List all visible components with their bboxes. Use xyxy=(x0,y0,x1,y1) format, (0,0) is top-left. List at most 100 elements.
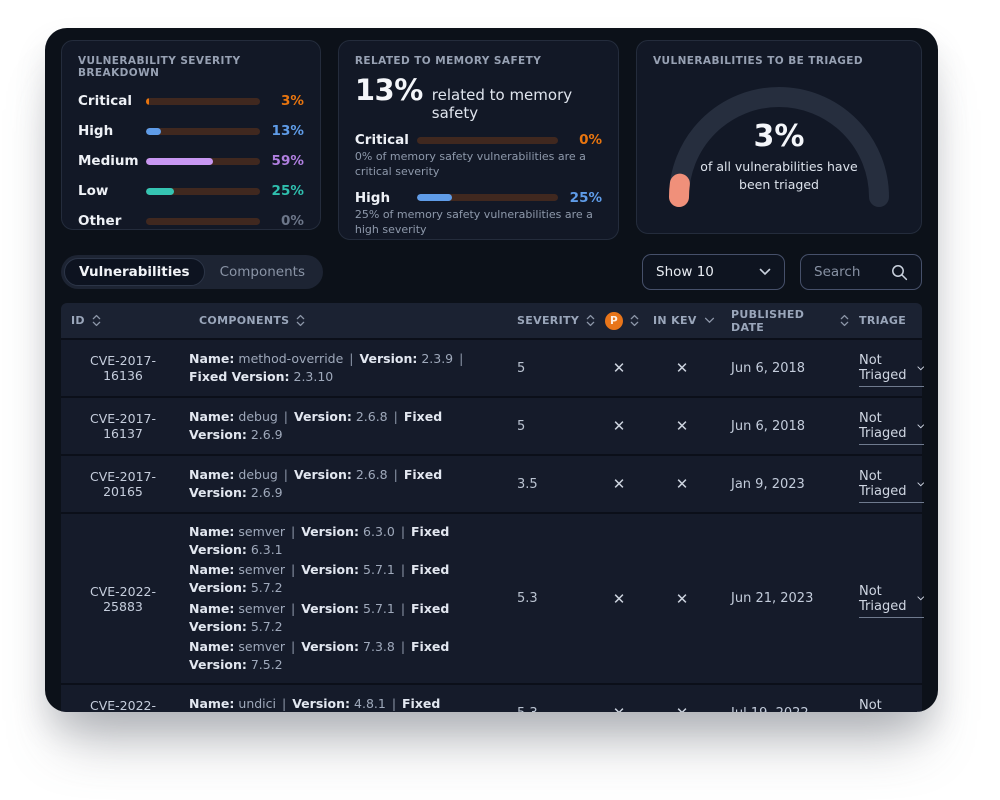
components-cell: Name: undici | Version: 4.8.1 | Fixed Ve… xyxy=(189,695,441,711)
bar-track xyxy=(416,194,558,202)
chevron-down-icon xyxy=(917,423,924,428)
cve-id: CVE-2022-31150 xyxy=(89,698,156,712)
bar-value: 0% xyxy=(579,132,602,148)
card-title: VULNERABILITIES TO BE TRIAGED xyxy=(653,55,864,67)
p-flag-icon: ✕ xyxy=(612,359,626,377)
header-components[interactable]: COMPONENTS xyxy=(189,313,507,328)
chevron-down-icon xyxy=(917,710,924,712)
chevron-down-icon xyxy=(917,596,924,601)
bar-label: Other xyxy=(78,213,122,229)
kev-flag-icon: ✕ xyxy=(675,589,689,608)
triage-select[interactable]: Not Triaged xyxy=(859,698,924,712)
header-in-kev[interactable]: IN KEV xyxy=(643,314,721,327)
components-cell: Name: debug | Version: 2.6.8 | Fixed Ver… xyxy=(189,466,443,500)
bar-description: 0% of memory safety vulnerabilities are … xyxy=(354,150,586,178)
sort-icon xyxy=(92,314,101,327)
components-cell: Name: method-override | Version: 2.3.9 |… xyxy=(189,350,464,384)
triage-select[interactable]: Not Triaged xyxy=(859,353,925,387)
p-flag-icon: ✕ xyxy=(612,417,626,435)
memory-safety-headline: 13% related to memory safety xyxy=(355,73,602,122)
card-title: RELATED TO MEMORY SAFETY xyxy=(354,55,542,67)
p-flag-icon: ✕ xyxy=(612,475,626,493)
triage-gauge: 3% of all vulnerabilities have been tria… xyxy=(653,71,905,209)
cve-id: CVE-2022-25883 xyxy=(89,583,156,614)
tab-vulnerabilities[interactable]: Vulnerabilities xyxy=(64,258,205,286)
bar-track xyxy=(146,157,260,165)
bar-track xyxy=(146,187,260,195)
bar-fill xyxy=(146,97,150,105)
chevron-down-icon xyxy=(917,481,924,486)
chevron-down-icon xyxy=(704,317,714,324)
severity-bar-row: Other 0% xyxy=(78,213,304,229)
cve-id: CVE-2017-20165 xyxy=(89,469,156,499)
triage-select[interactable]: Not Triaged xyxy=(859,469,925,503)
headline-value: 13% xyxy=(354,73,423,107)
severity-value: 5.3 xyxy=(517,591,538,606)
header-p-badge[interactable]: P xyxy=(595,311,643,330)
triage-gauge-card: VULNERABILITIES TO BE TRIAGED 3% of all … xyxy=(636,40,922,234)
published-date: Jun 21, 2023 xyxy=(731,591,814,606)
components-cell: Name: semver | Version: 6.3.0 | Fixed Ve… xyxy=(189,524,450,672)
memory-safety-high-group: High 25% 25% of memory safety vulnerabil… xyxy=(355,190,602,238)
gauge-description: of all vulnerabilities have been triaged xyxy=(700,159,858,193)
vulnerabilities-table: ID COMPONENTS SEVERITY P IN KEV PUBLISHE… xyxy=(61,303,925,713)
tab-components[interactable]: Components xyxy=(219,264,305,280)
severity-breakdown-card: VULNERABILITY SEVERITY BREAKDOWN Critica… xyxy=(61,40,321,230)
summary-cards: VULNERABILITY SEVERITY BREAKDOWN Critica… xyxy=(61,40,922,240)
show-count-select[interactable]: Show 10 xyxy=(642,254,785,290)
table-controls: Show 10 xyxy=(642,254,922,290)
bar-label: High xyxy=(78,123,114,139)
p-flag-icon: ✕ xyxy=(612,589,626,608)
severity-bar-row: Critical 3% xyxy=(78,93,304,109)
triage-select[interactable]: Not Triaged xyxy=(859,584,925,618)
sort-icon xyxy=(840,314,849,327)
published-date: Jun 6, 2018 xyxy=(731,418,806,434)
severity-value: 5.3 xyxy=(507,706,595,713)
bar-value: 59% xyxy=(271,153,304,169)
table-row: CVE-2017-16136 Name: method-override | V… xyxy=(61,338,925,396)
card-title: VULNERABILITY SEVERITY BREAKDOWN xyxy=(78,55,241,79)
bar-fill xyxy=(416,194,453,202)
dashboard-panel: VULNERABILITY SEVERITY BREAKDOWN Critica… xyxy=(45,28,938,712)
table-row: CVE-2022-31150 Name: undici | Version: 4… xyxy=(61,683,924,713)
bar-label: Critical xyxy=(354,132,409,148)
bar-track xyxy=(146,97,260,105)
bar-fill xyxy=(146,127,161,135)
bar-label: Low xyxy=(78,183,109,199)
sort-icon xyxy=(630,314,639,327)
header-severity[interactable]: SEVERITY xyxy=(507,313,595,328)
table-toolbar: Vulnerabilities Components Show 10 xyxy=(61,254,922,290)
search-box[interactable] xyxy=(800,254,922,290)
components-cell: Name: debug | Version: 2.6.8 | Fixed Ver… xyxy=(189,408,443,442)
bar-value: 13% xyxy=(271,123,304,139)
sort-icon xyxy=(297,314,305,327)
header-id[interactable]: ID xyxy=(61,313,189,328)
severity-bar-row: Medium 59% xyxy=(78,153,304,169)
severity-bar-row: High 13% xyxy=(78,123,304,139)
table-row: CVE-2022-25883 Name: semver | Version: 6… xyxy=(61,512,925,683)
search-input[interactable] xyxy=(814,264,888,280)
bar-label: Medium xyxy=(78,153,139,169)
header-published-date[interactable]: PUBLISHED DATE xyxy=(721,308,849,334)
kev-flag-icon: ✕ xyxy=(675,475,689,493)
gauge-text: 3% of all vulnerabilities have been tria… xyxy=(653,119,905,194)
published-date: Jan 9, 2023 xyxy=(731,476,805,492)
kev-flag-icon: ✕ xyxy=(675,417,689,435)
bar-value: 3% xyxy=(280,93,304,109)
bar-value: 0% xyxy=(280,213,304,229)
search-icon[interactable] xyxy=(891,264,908,281)
sort-icon xyxy=(586,314,595,327)
published-date: Jun 6, 2018 xyxy=(731,360,806,376)
published-date: Jul 19, 2022 xyxy=(721,706,849,713)
triage-select[interactable]: Not Triaged xyxy=(859,411,925,445)
chevron-down-icon xyxy=(917,365,924,370)
p-badge-icon: P xyxy=(605,311,623,330)
bar-track xyxy=(416,136,558,144)
severity-value: 5 xyxy=(517,418,526,434)
gauge-track-arc xyxy=(669,87,889,207)
bar-label: Critical xyxy=(78,93,133,109)
bar-value: 25% xyxy=(271,183,304,199)
header-triage: TRIAGE xyxy=(859,314,907,327)
cve-id: CVE-2017-16136 xyxy=(89,353,156,383)
kev-flag-icon: ✕ xyxy=(676,704,689,712)
